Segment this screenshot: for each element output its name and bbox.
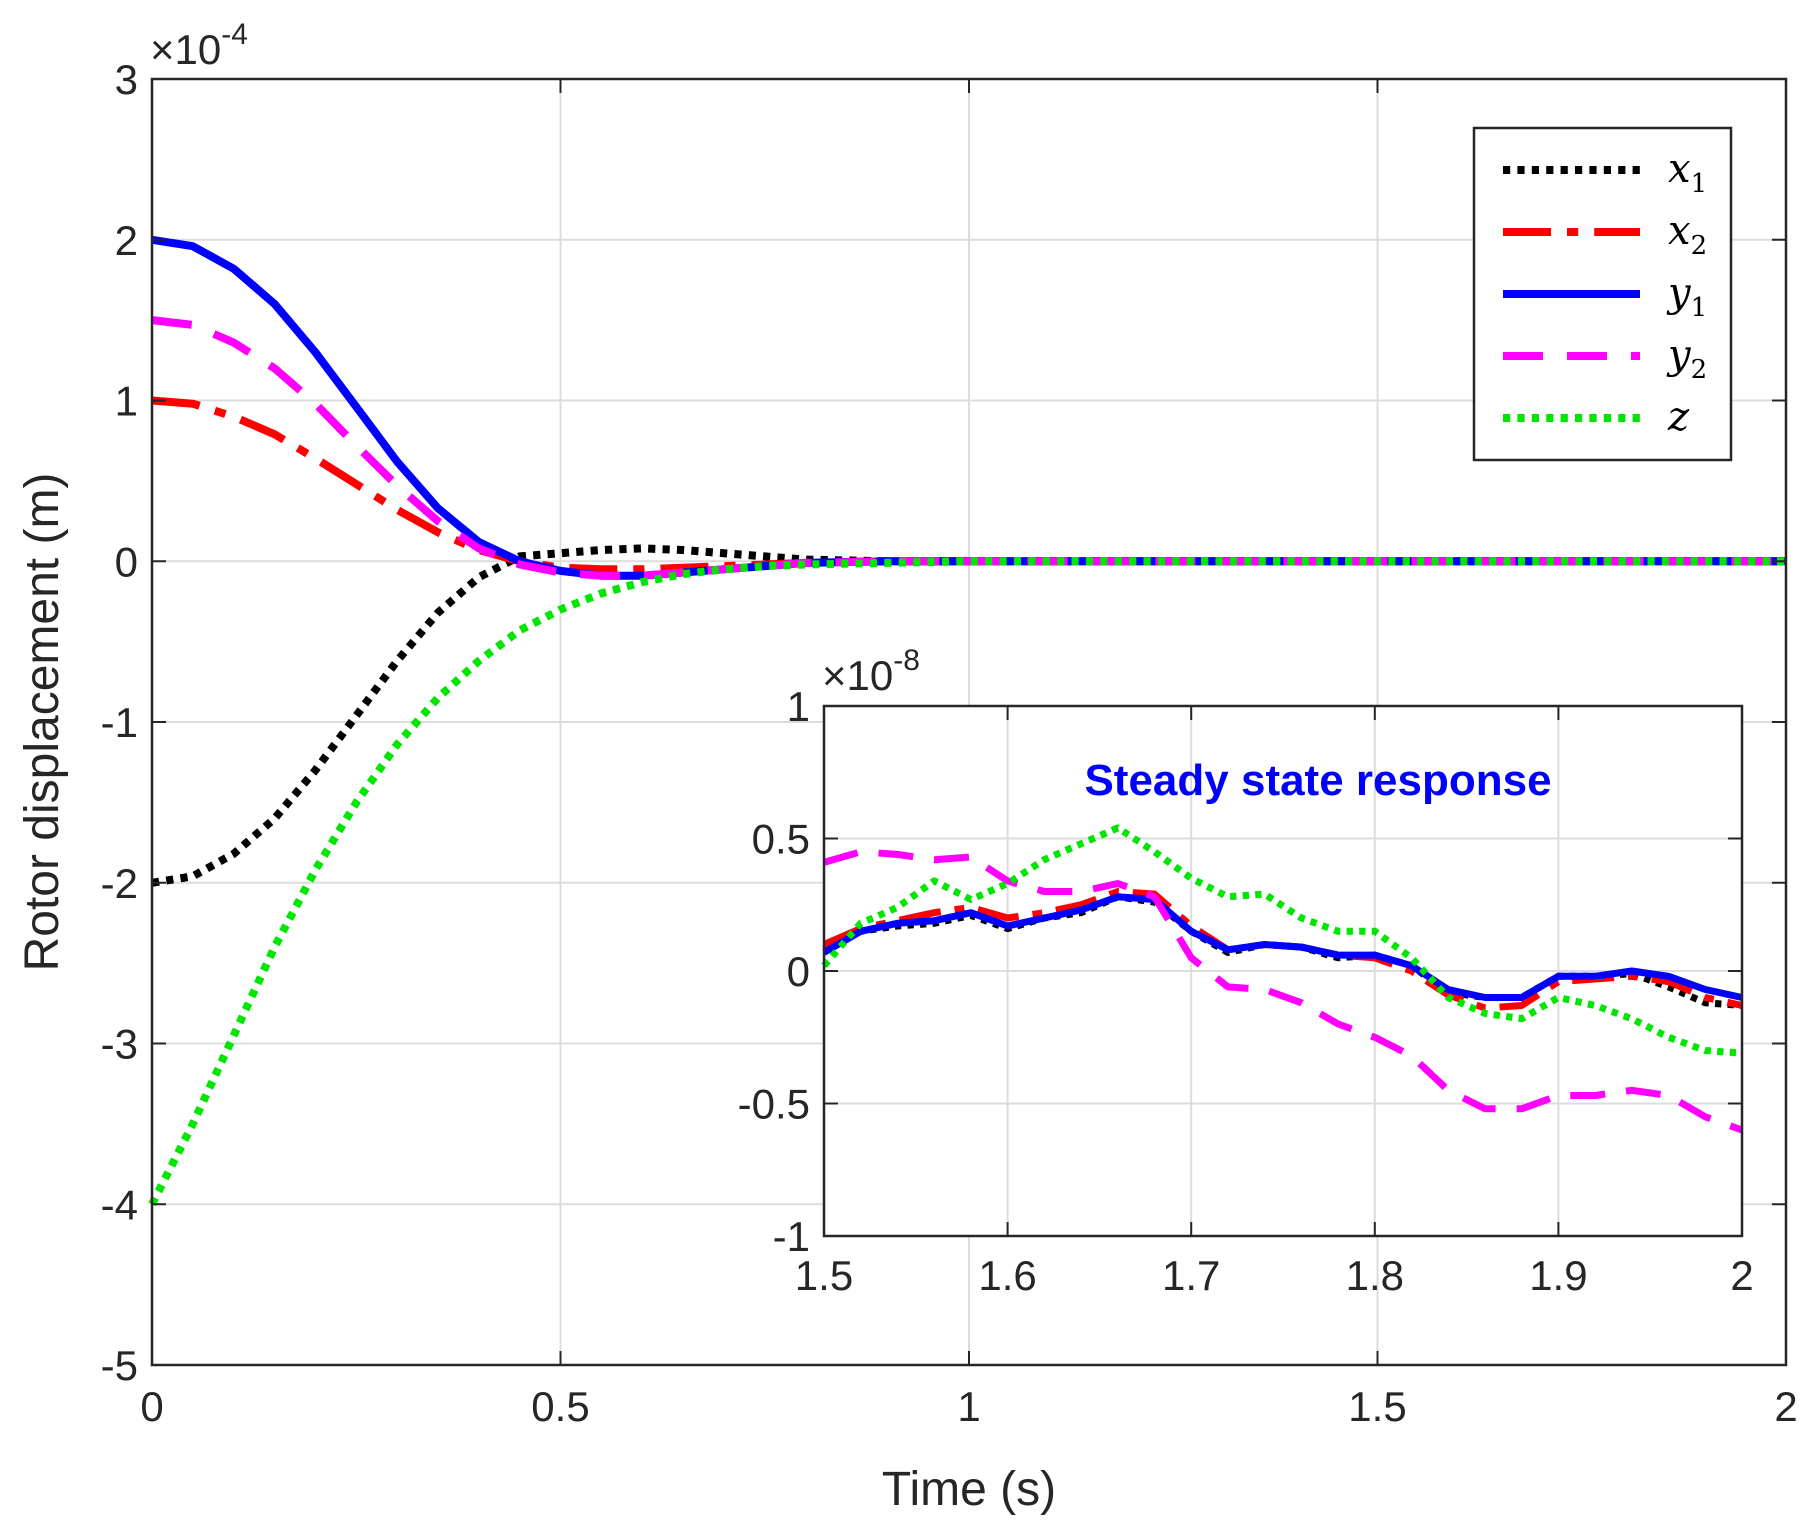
y-tick-label: -1	[773, 1213, 810, 1260]
x-tick-label: 0	[140, 1383, 163, 1430]
y-tick-label: 0	[115, 538, 138, 585]
legend-label-y1: y1	[1666, 270, 1707, 323]
x-tick-label: 1.5	[1348, 1383, 1406, 1430]
x-tick-label: 1.8	[1346, 1252, 1404, 1299]
x-tick-label: 1.6	[978, 1252, 1036, 1299]
legend-label-x2: x2	[1668, 208, 1707, 261]
series-x1-line	[151, 544, 1786, 887]
series-z-line	[821, 824, 1743, 1057]
inset-y-exponent: ×10-8	[822, 644, 920, 699]
y-tick-label: 3	[115, 56, 138, 103]
series-y1-line	[822, 893, 1743, 1001]
main-series-group	[148, 235, 1786, 1207]
y-tick-label: -4	[101, 1181, 138, 1228]
y-tick-label: -1	[101, 699, 138, 746]
series-z-line	[148, 557, 1786, 1207]
y-tick-label: 1	[115, 378, 138, 425]
x-tick-label: 2	[1774, 1383, 1797, 1430]
y-tick-label: 1	[787, 683, 810, 730]
y-tick-label: -2	[101, 860, 138, 907]
legend-label-y2: y2	[1666, 332, 1707, 385]
inset-ticks: 1.5 1.6 1.7 1.8 1.9 2 -1 -0.5 0 0.5 1	[738, 683, 1754, 1299]
x-tick-label: 1.9	[1529, 1252, 1587, 1299]
inset-series-group	[821, 824, 1744, 1134]
main-y-exponent: ×10-4	[150, 18, 248, 73]
inset-title: Steady state response	[1084, 756, 1551, 805]
legend: x1 x2 y1 y2 z	[1472, 126, 1733, 462]
y-tick-label: -5	[101, 1342, 138, 1389]
legend-label-x1: x1	[1668, 146, 1707, 199]
x-tick-label: 1.5	[795, 1252, 853, 1299]
y-tick-label: 0.5	[752, 816, 810, 863]
y-tick-label: -0.5	[738, 1081, 810, 1128]
y-tick-label: -3	[101, 1021, 138, 1068]
x-axis-label: Time (s)	[882, 1463, 1056, 1516]
series-y2-line	[823, 848, 1744, 1134]
x-tick-label: 2	[1730, 1252, 1753, 1299]
legend-label-z: z	[1667, 394, 1690, 440]
x-tick-label: 1	[957, 1383, 980, 1430]
inset-plot-area: 1.5 1.6 1.7 1.8 1.9 2 -1 -0.5 0 0.5 1	[738, 683, 1754, 1299]
y-tick-label: 2	[115, 217, 138, 264]
y-axis-label: Rotor displacement (m)	[16, 473, 69, 972]
x-tick-label: 0.5	[531, 1383, 589, 1430]
main-ticks: 0 0.5 1 1.5 2 -5 -4 -3 -2 -1 0 1 2 3	[101, 56, 1798, 1430]
x-tick-label: 1.7	[1162, 1252, 1220, 1299]
y-tick-label: 0	[787, 948, 810, 995]
